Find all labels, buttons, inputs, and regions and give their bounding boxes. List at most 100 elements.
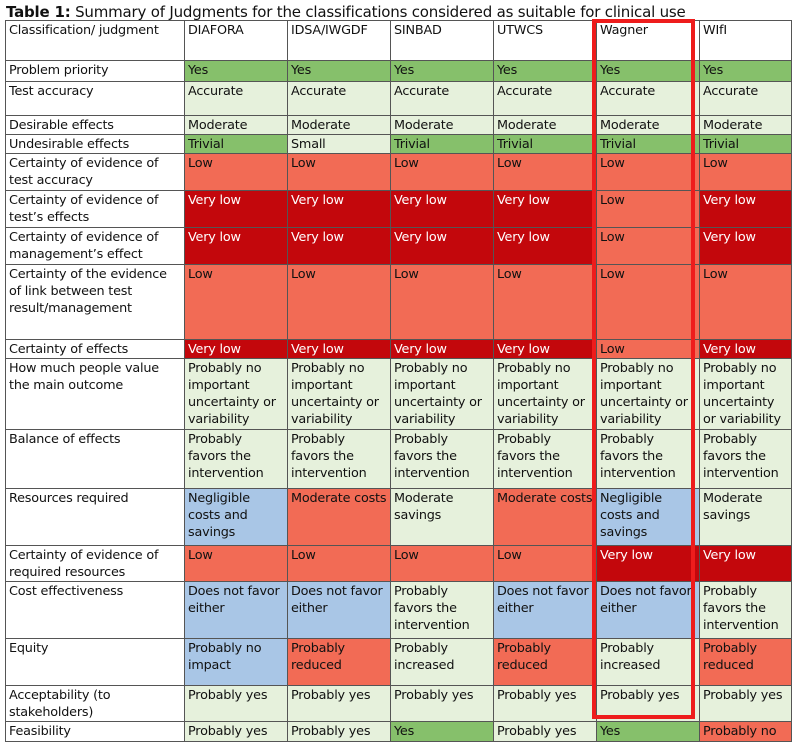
- judgment-cell: Probably no important uncertainty or var…: [184, 358, 288, 430]
- judgment-cell: Does not favor either: [287, 581, 391, 639]
- judgment-cell: Very low: [287, 227, 391, 265]
- judgment-cell: Trivial: [184, 134, 288, 154]
- judgment-cell: Probably no important uncertainty or var…: [596, 358, 700, 430]
- judgment-cell: Probably favors the intervention: [390, 581, 494, 639]
- judgment-cell: Probably no important uncertainty or var…: [390, 358, 494, 430]
- table-row: Desirable effects Moderate Moderate Moderat…: [5, 115, 792, 135]
- row-label: Certainty of evidence of management’s ef…: [5, 227, 185, 265]
- judgment-cell: Very low: [390, 227, 494, 265]
- judgment-cell: Probably yes: [699, 685, 792, 722]
- judgment-cell: Moderate savings: [699, 488, 792, 546]
- judgment-cell: Very low: [184, 190, 288, 228]
- judgment-cell: Low: [699, 264, 792, 340]
- judgment-cell: Very low: [699, 190, 792, 228]
- judgment-cell: Yes: [184, 60, 288, 82]
- judgment-cell: Low: [493, 153, 597, 191]
- row-label: Certainty of the evidence of link betwee…: [5, 264, 185, 340]
- judgment-cell: Does not favor either: [596, 581, 700, 639]
- judgment-cell: Very low: [287, 339, 391, 359]
- judgment-cell: Probably reduced: [287, 638, 391, 686]
- judgment-cell: Accurate: [287, 81, 391, 116]
- judgment-cell: Moderate costs: [493, 488, 597, 546]
- judgment-cell: Low: [596, 339, 700, 359]
- table-row: Certainty of evidence of test’s effects V…: [5, 190, 792, 228]
- judgment-cell: Very low: [493, 339, 597, 359]
- judgment-cell: Probably yes: [493, 685, 597, 722]
- table-row: Certainty of the evidence of link betwee…: [5, 264, 792, 340]
- judgment-cell: Very low: [390, 339, 494, 359]
- judgment-cell: Probably favors the intervention: [699, 429, 792, 489]
- judgment-cell: Probably increased: [390, 638, 494, 686]
- judgment-cell: Low: [596, 153, 700, 191]
- row-label: Problem priority: [5, 60, 185, 82]
- judgment-cell: Does not favor either: [493, 581, 597, 639]
- judgment-cell: Probably reduced: [699, 638, 792, 686]
- row-label: Desirable effects: [5, 115, 185, 135]
- judgment-cell: Yes: [493, 60, 597, 82]
- row-label: Certainty of evidence of test’s effects: [5, 190, 185, 228]
- judgment-cell: Low: [287, 264, 391, 340]
- header-row: Classification/ judgment DIAFORA IDSA/IWGD…: [5, 20, 792, 61]
- judgment-cell: Moderate: [184, 115, 288, 135]
- judgment-cell: Moderate: [596, 115, 700, 135]
- table-row: Certainty of evidence of test accuracy Lo…: [5, 153, 792, 191]
- judgment-cell: Yes: [699, 60, 792, 82]
- table-row: Resources required Negligible costs and s…: [5, 488, 792, 546]
- judgment-cell: Moderate: [390, 115, 494, 135]
- judgment-cell: Probably yes: [596, 685, 700, 722]
- judgment-cell: Probably favors the intervention: [596, 429, 700, 489]
- judgment-cell: Probably yes: [390, 685, 494, 722]
- judgment-cell: Low: [287, 545, 391, 582]
- header-cell-sinbad: SINBAD: [390, 20, 494, 61]
- judgment-cell: Very low: [699, 227, 792, 265]
- table-row: Balance of effects Probably favors the in…: [5, 429, 792, 489]
- judgment-cell: Very low: [390, 190, 494, 228]
- judgment-cell: Very low: [493, 190, 597, 228]
- judgment-cell: Probably favors the intervention: [699, 581, 792, 639]
- row-label: How much people value the main outcome: [5, 358, 185, 430]
- judgment-cell: Trivial: [493, 134, 597, 154]
- header-cell-idsa-iwgdf: IDSA/IWGDF: [287, 20, 391, 61]
- table-row: Equity Probably no impact Probably reduced…: [5, 638, 792, 686]
- judgment-cell: Trivial: [596, 134, 700, 154]
- judgment-cell: Very low: [493, 227, 597, 265]
- judgment-cell: Low: [184, 153, 288, 191]
- table-row: Certainty of evidence of management’s ef…: [5, 227, 792, 265]
- judgment-cell: Very low: [184, 339, 288, 359]
- judgment-cell: Low: [390, 153, 494, 191]
- row-label: Undesirable effects: [5, 134, 185, 154]
- row-label: Certainty of evidence of test accuracy: [5, 153, 185, 191]
- judgment-cell: Low: [596, 227, 700, 265]
- row-label: Balance of effects: [5, 429, 185, 489]
- judgment-cell: Accurate: [493, 81, 597, 116]
- judgment-cell: Very low: [184, 227, 288, 265]
- judgment-cell: Low: [699, 153, 792, 191]
- judgment-cell: Low: [287, 153, 391, 191]
- judgment-cell: Accurate: [699, 81, 792, 116]
- header-cell-utwcs: UTWCS: [493, 20, 597, 61]
- table-row: Acceptability (to stakeholders) Probably …: [5, 685, 792, 722]
- judgment-cell: Trivial: [390, 134, 494, 154]
- header-cell-wifi: WIfI: [699, 20, 792, 61]
- judgments-table: Classification/ judgment DIAFORA IDSA/IWGD…: [5, 20, 792, 742]
- row-label: Certainty of evidence of required resour…: [5, 545, 185, 582]
- caption-prefix: Table 1:: [6, 3, 71, 21]
- judgment-cell: Probably increased: [596, 638, 700, 686]
- judgment-cell: Yes: [287, 60, 391, 82]
- judgment-cell: Low: [390, 264, 494, 340]
- caption-text: Summary of Judgments for the classificat…: [75, 3, 686, 21]
- judgment-cell: Low: [390, 545, 494, 582]
- judgment-cell: Probably yes: [184, 685, 288, 722]
- table-row: Cost effectiveness Does not favor either D…: [5, 581, 792, 639]
- judgment-cell: Accurate: [184, 81, 288, 116]
- row-label: Cost effectiveness: [5, 581, 185, 639]
- judgment-cell: Very low: [699, 339, 792, 359]
- table-row: How much people value the main outcome Pr…: [5, 358, 792, 430]
- judgment-cell: Negligible costs and savings: [596, 488, 700, 546]
- judgment-cell: Probably favors the intervention: [184, 429, 288, 489]
- row-label: Certainty of effects: [5, 339, 185, 359]
- judgment-cell: Low: [493, 264, 597, 340]
- judgment-cell: Small: [287, 134, 391, 154]
- header-cell-diafora: DIAFORA: [184, 20, 288, 61]
- judgment-cell: Moderate: [287, 115, 391, 135]
